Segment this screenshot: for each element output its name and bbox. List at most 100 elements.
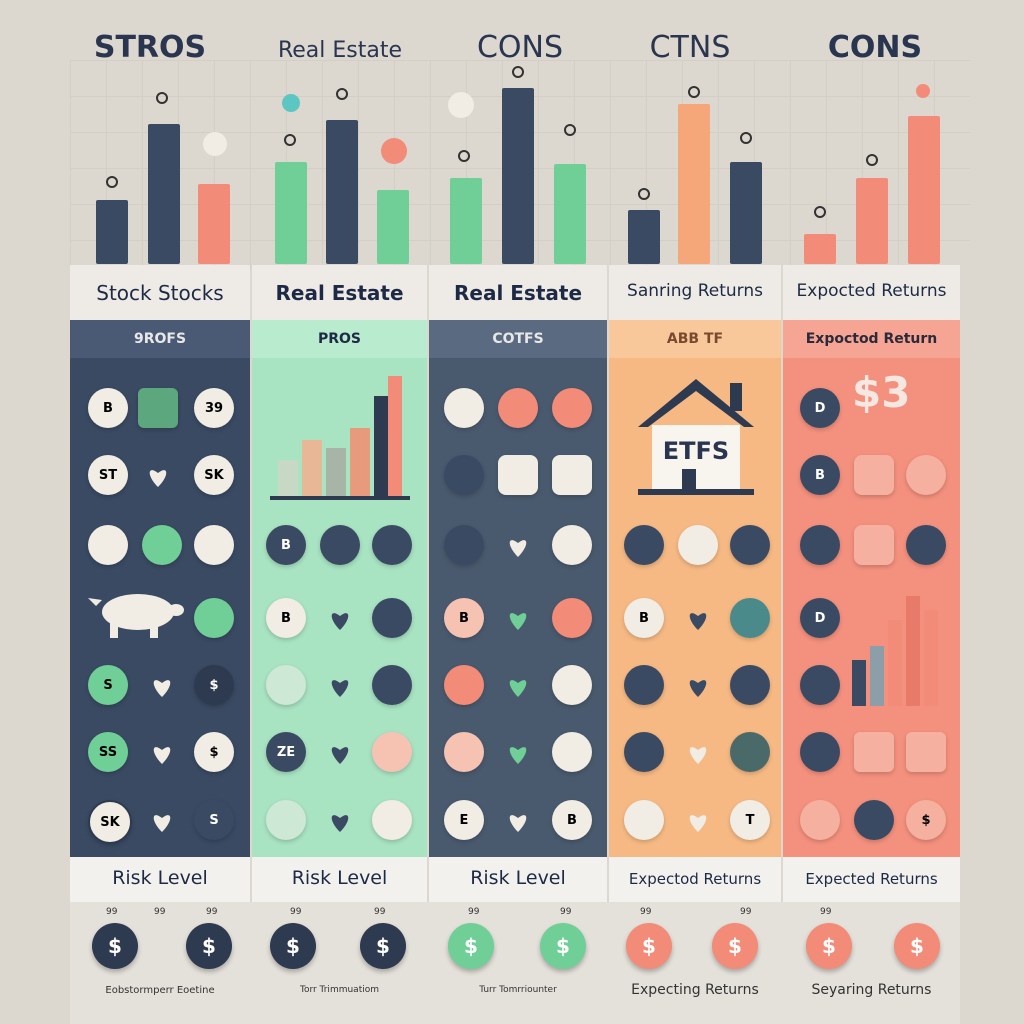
coin-icon: 39 [194, 388, 234, 428]
coin-top-label: 99 [468, 907, 480, 917]
bar [148, 124, 180, 264]
leaf-icon [320, 732, 360, 772]
bar [502, 88, 534, 264]
leaf-icon [320, 800, 360, 840]
flag-icon [624, 525, 664, 565]
coin-icon [800, 665, 840, 705]
document-icon: B [266, 598, 306, 638]
leaf-icon [142, 800, 182, 840]
panel-head-5: Expoctod Return [783, 320, 960, 358]
pin-icon [512, 66, 524, 78]
check-icon [372, 525, 412, 565]
bubble-icon [448, 92, 474, 118]
coin-icon [372, 665, 412, 705]
leaf-icon [498, 800, 538, 840]
coin-icon [444, 525, 484, 565]
coin-top-label: 99 [206, 907, 218, 917]
column-label-2: Real Estate [252, 265, 427, 321]
bar [326, 120, 358, 264]
pin-icon [814, 206, 826, 218]
dollar-coin-icon: $ [712, 923, 758, 969]
bar [554, 164, 586, 264]
coin-icon [88, 525, 128, 565]
document-icon [372, 598, 412, 638]
risk-level-2: Risk Level [252, 857, 427, 902]
wallet-icon [498, 455, 538, 495]
coin-icon: B [624, 598, 664, 638]
document-icon [444, 455, 484, 495]
bar [908, 116, 940, 264]
coin-icon [800, 525, 840, 565]
heart-icon [372, 732, 412, 772]
leaf-icon [678, 598, 718, 638]
panel-head-2: PROS [252, 320, 427, 358]
bar [377, 190, 409, 264]
coin-icon [142, 525, 182, 565]
coin-icon: $ [194, 665, 234, 705]
leaf-icon [320, 598, 360, 638]
leaf-icon [678, 665, 718, 705]
coin-icon [730, 665, 770, 705]
coin-icon [552, 598, 592, 638]
coin-icon [624, 665, 664, 705]
dollar-coin-icon: $ [92, 923, 138, 969]
coin-icon [194, 598, 234, 638]
bar [730, 162, 762, 264]
leaf-icon [498, 665, 538, 705]
wallet-icon [552, 455, 592, 495]
pin-icon [688, 86, 700, 98]
pin-icon [740, 132, 752, 144]
coin-top-label: 99 [290, 907, 302, 917]
leaf-icon [678, 525, 718, 565]
pin-icon [564, 124, 576, 136]
coin-top-label: 99 [820, 907, 832, 917]
column-title-4: CTNS [649, 30, 731, 65]
top-bar-illustration [70, 60, 970, 264]
bubble-icon [916, 84, 930, 98]
house-icon: ETFS [634, 375, 758, 497]
piggy-bank-icon [88, 594, 184, 638]
coin-icon: B [552, 800, 592, 840]
leaf-icon [498, 598, 538, 638]
leaf-icon [678, 800, 718, 840]
document-icon [444, 388, 484, 428]
bubble-icon [282, 94, 300, 112]
wallet-icon [906, 732, 946, 772]
bar [275, 162, 307, 264]
wallet-icon [854, 525, 894, 565]
footer-label-1: Eobstormperr Eoetine [105, 985, 215, 996]
leaf-icon [142, 732, 182, 772]
coin-icon: S [88, 665, 128, 705]
dollar-coin-icon: $ [894, 923, 940, 969]
coin-icon [266, 665, 306, 705]
wallet-icon [854, 455, 894, 495]
risk-level-4: Expectod Returns [609, 857, 781, 902]
column-title-5: CONS [827, 30, 923, 65]
coin-icon: D [800, 598, 840, 638]
bar [450, 178, 482, 264]
leaf-icon [320, 525, 360, 565]
column-label-1: Stock Stocks [70, 265, 250, 321]
coin-icon: B [88, 388, 128, 428]
coin-icon: B [266, 525, 306, 565]
coin-icon [624, 800, 664, 840]
coin-icon: S [194, 800, 234, 840]
coin-icon: ZE [266, 732, 306, 772]
column-label-5: Expocted Returns [783, 265, 960, 321]
coin-icon: SS [88, 732, 128, 772]
coin-icon: E [444, 800, 484, 840]
coin-icon [266, 800, 306, 840]
coin-top-label: 99 [106, 907, 118, 917]
coin-icon [800, 732, 840, 772]
coin-icon [730, 732, 770, 772]
growth-chart-icon [270, 375, 410, 500]
footer-label-2: Torr Trimmuatiom [299, 985, 379, 995]
panel-head-3: COTFS [429, 320, 607, 358]
dollar-coin-icon: $ [360, 923, 406, 969]
dollar-coin-icon: $ [448, 923, 494, 969]
pin-icon [638, 188, 650, 200]
panel-head-1: 9ROFS [70, 320, 250, 358]
coin-top-label: 99 [374, 907, 386, 917]
coin-icon [800, 800, 840, 840]
footer-label-5: Seyaring Returns [811, 982, 932, 998]
